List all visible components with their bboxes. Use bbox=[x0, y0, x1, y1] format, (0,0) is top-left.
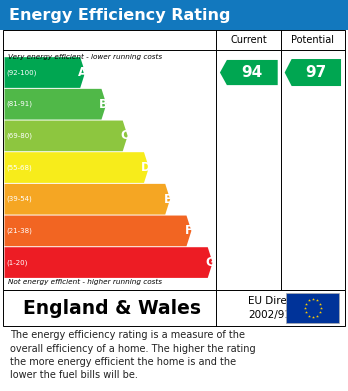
Text: Very energy efficient - lower running costs: Very energy efficient - lower running co… bbox=[8, 54, 162, 61]
Polygon shape bbox=[5, 152, 149, 183]
Text: Potential: Potential bbox=[291, 35, 334, 45]
Polygon shape bbox=[5, 247, 213, 278]
Text: A: A bbox=[78, 66, 87, 79]
Text: EU Directive
2002/91/EC: EU Directive 2002/91/EC bbox=[248, 296, 312, 320]
Bar bbox=[3, 30, 345, 290]
Text: Energy Efficiency Rating: Energy Efficiency Rating bbox=[9, 7, 230, 23]
Text: (55-68): (55-68) bbox=[6, 164, 32, 171]
Text: Current: Current bbox=[230, 35, 267, 45]
Text: (81-91): (81-91) bbox=[6, 101, 32, 108]
Text: (39-54): (39-54) bbox=[6, 196, 32, 203]
Text: (21-38): (21-38) bbox=[6, 228, 32, 234]
Text: 97: 97 bbox=[306, 65, 327, 80]
Text: C: C bbox=[120, 129, 129, 142]
Text: 94: 94 bbox=[242, 65, 263, 80]
Bar bbox=[3, 290, 345, 326]
Text: The energy efficiency rating is a measure of the
overall efficiency of a home. T: The energy efficiency rating is a measur… bbox=[10, 330, 256, 380]
Text: G: G bbox=[205, 256, 215, 269]
Polygon shape bbox=[5, 215, 191, 246]
Text: (69-80): (69-80) bbox=[6, 133, 32, 139]
Polygon shape bbox=[220, 60, 278, 85]
Text: (1-20): (1-20) bbox=[6, 259, 27, 266]
Text: E: E bbox=[164, 193, 172, 206]
Bar bbox=[286, 293, 339, 323]
Polygon shape bbox=[5, 57, 85, 88]
Bar bbox=[0, 0, 348, 30]
Polygon shape bbox=[285, 59, 341, 86]
Polygon shape bbox=[5, 184, 170, 215]
Text: F: F bbox=[185, 224, 193, 237]
Text: England & Wales: England & Wales bbox=[23, 299, 201, 318]
Text: Not energy efficient - higher running costs: Not energy efficient - higher running co… bbox=[8, 279, 162, 285]
Polygon shape bbox=[5, 89, 106, 120]
Polygon shape bbox=[5, 120, 128, 151]
Text: D: D bbox=[141, 161, 151, 174]
Text: B: B bbox=[99, 98, 108, 111]
Text: (92-100): (92-100) bbox=[6, 69, 37, 76]
